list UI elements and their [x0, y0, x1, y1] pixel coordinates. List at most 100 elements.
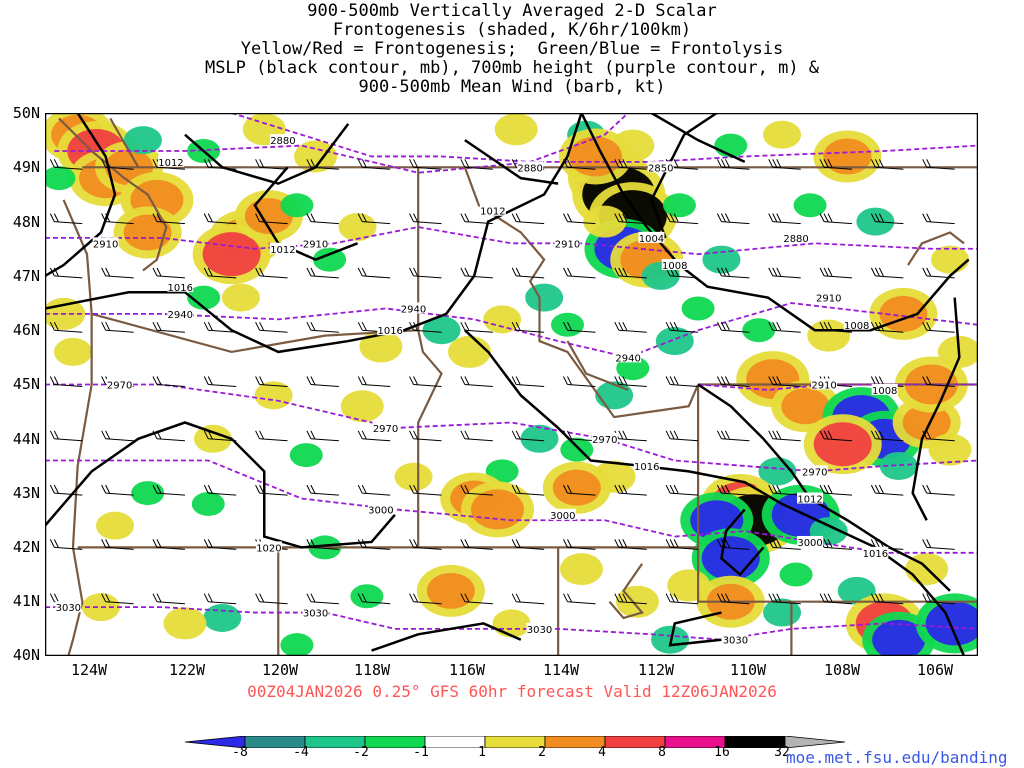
barb-feather [563, 376, 568, 385]
mslp-label-bg [255, 541, 282, 553]
barb-feather [622, 593, 628, 602]
barb-feather [618, 321, 624, 331]
barb-feather [357, 213, 363, 222]
barb-shaft [259, 221, 288, 225]
barb-shaft [618, 329, 647, 333]
barb-feather [870, 213, 876, 222]
source-credit[interactable]: moe.met.fsu.edu/banding [786, 748, 1008, 767]
mslp-contour [371, 622, 522, 652]
barb-feather [464, 430, 470, 440]
barb-feather [870, 159, 876, 168]
barb-shaft [721, 492, 750, 496]
barb-feather [622, 539, 628, 548]
mslp-label-bg [843, 318, 870, 330]
frontogenesis-shade [280, 193, 314, 218]
barb-feather [152, 539, 158, 548]
barb-shaft [310, 438, 339, 442]
barb-shaft [259, 438, 288, 442]
barb-feather [152, 484, 158, 494]
barb-feather [515, 267, 521, 277]
barb-feather [823, 321, 829, 331]
height-label: 2970 [107, 381, 132, 392]
barb-feather [49, 484, 55, 494]
barb-shaft [516, 221, 545, 225]
wind-barb [563, 430, 596, 442]
barb-feather [768, 484, 774, 494]
lat-label: 42N [12, 538, 40, 556]
barb-feather [669, 484, 675, 494]
barb-feather [874, 213, 880, 222]
wind-barb [357, 159, 391, 170]
barb-feather [618, 430, 624, 440]
barb-feather [665, 593, 671, 602]
barb-shaft [464, 438, 493, 442]
barb-feather [665, 484, 671, 494]
barb-shaft [824, 221, 853, 225]
barb-feather [310, 159, 316, 168]
barb-feather [156, 376, 162, 385]
wind-barb [255, 321, 288, 333]
frontogenesis-shade [338, 213, 377, 242]
mslp-label: 1016 [863, 549, 888, 560]
wind-barb [49, 213, 83, 225]
barb-feather [618, 267, 624, 277]
barb-feather [101, 484, 107, 494]
barb-shaft [618, 546, 647, 550]
wind-barb [49, 376, 83, 387]
barb-feather [673, 430, 679, 440]
barb-feather [669, 430, 675, 440]
mslp-label-bg [871, 383, 898, 395]
barb-feather [53, 213, 59, 222]
barb-feather [259, 376, 265, 385]
barb-feather [768, 213, 774, 222]
height-label-bg [797, 535, 824, 547]
wind-barb [665, 430, 699, 442]
barb-feather [724, 430, 730, 440]
barb-feather [622, 484, 628, 494]
barb-feather [255, 213, 261, 222]
frontogenesis-shade [123, 126, 162, 155]
barb-feather [464, 159, 470, 168]
barb-feather [105, 593, 111, 602]
barb-feather [563, 430, 568, 440]
barb-feather [922, 321, 928, 331]
frontogenesis-shade [879, 451, 918, 480]
barb-shaft [618, 166, 647, 170]
barb-feather [207, 159, 213, 168]
barb-feather [357, 484, 363, 494]
barb-feather [255, 321, 261, 331]
barb-shaft [824, 492, 853, 496]
barb-shaft [259, 492, 288, 496]
barb-feather [203, 430, 209, 440]
height-label: 2940 [168, 310, 193, 321]
frontogenesis-shade [702, 245, 741, 274]
barb-feather [724, 267, 730, 277]
height-label: 2970 [802, 467, 827, 478]
barb-feather [870, 484, 876, 494]
wind-barb [152, 213, 185, 225]
lat-label: 44N [12, 430, 40, 448]
barb-feather [926, 430, 932, 440]
frontogenesis-shade [313, 247, 347, 272]
wind-barb [255, 430, 288, 442]
wind-barb [922, 593, 955, 605]
barb-feather [823, 159, 829, 168]
wind-barb [614, 593, 647, 605]
barb-feather [665, 213, 671, 222]
barb-feather [255, 376, 261, 385]
barb-feather [614, 484, 620, 494]
barb-feather [716, 539, 722, 548]
barb-feather [207, 539, 213, 548]
colorbar-label: -1 [413, 745, 429, 760]
frontogenesis-shade [583, 205, 627, 238]
frontogenesis-shade [781, 388, 830, 425]
barb-feather [357, 539, 363, 548]
wind-barb [563, 593, 596, 605]
barb-feather [673, 159, 679, 168]
barb-feather [614, 159, 620, 168]
barb-feather [464, 213, 470, 222]
barb-feather [614, 267, 620, 277]
barb-feather [409, 213, 414, 222]
barb-feather [409, 593, 414, 602]
barb-shaft [567, 166, 596, 170]
